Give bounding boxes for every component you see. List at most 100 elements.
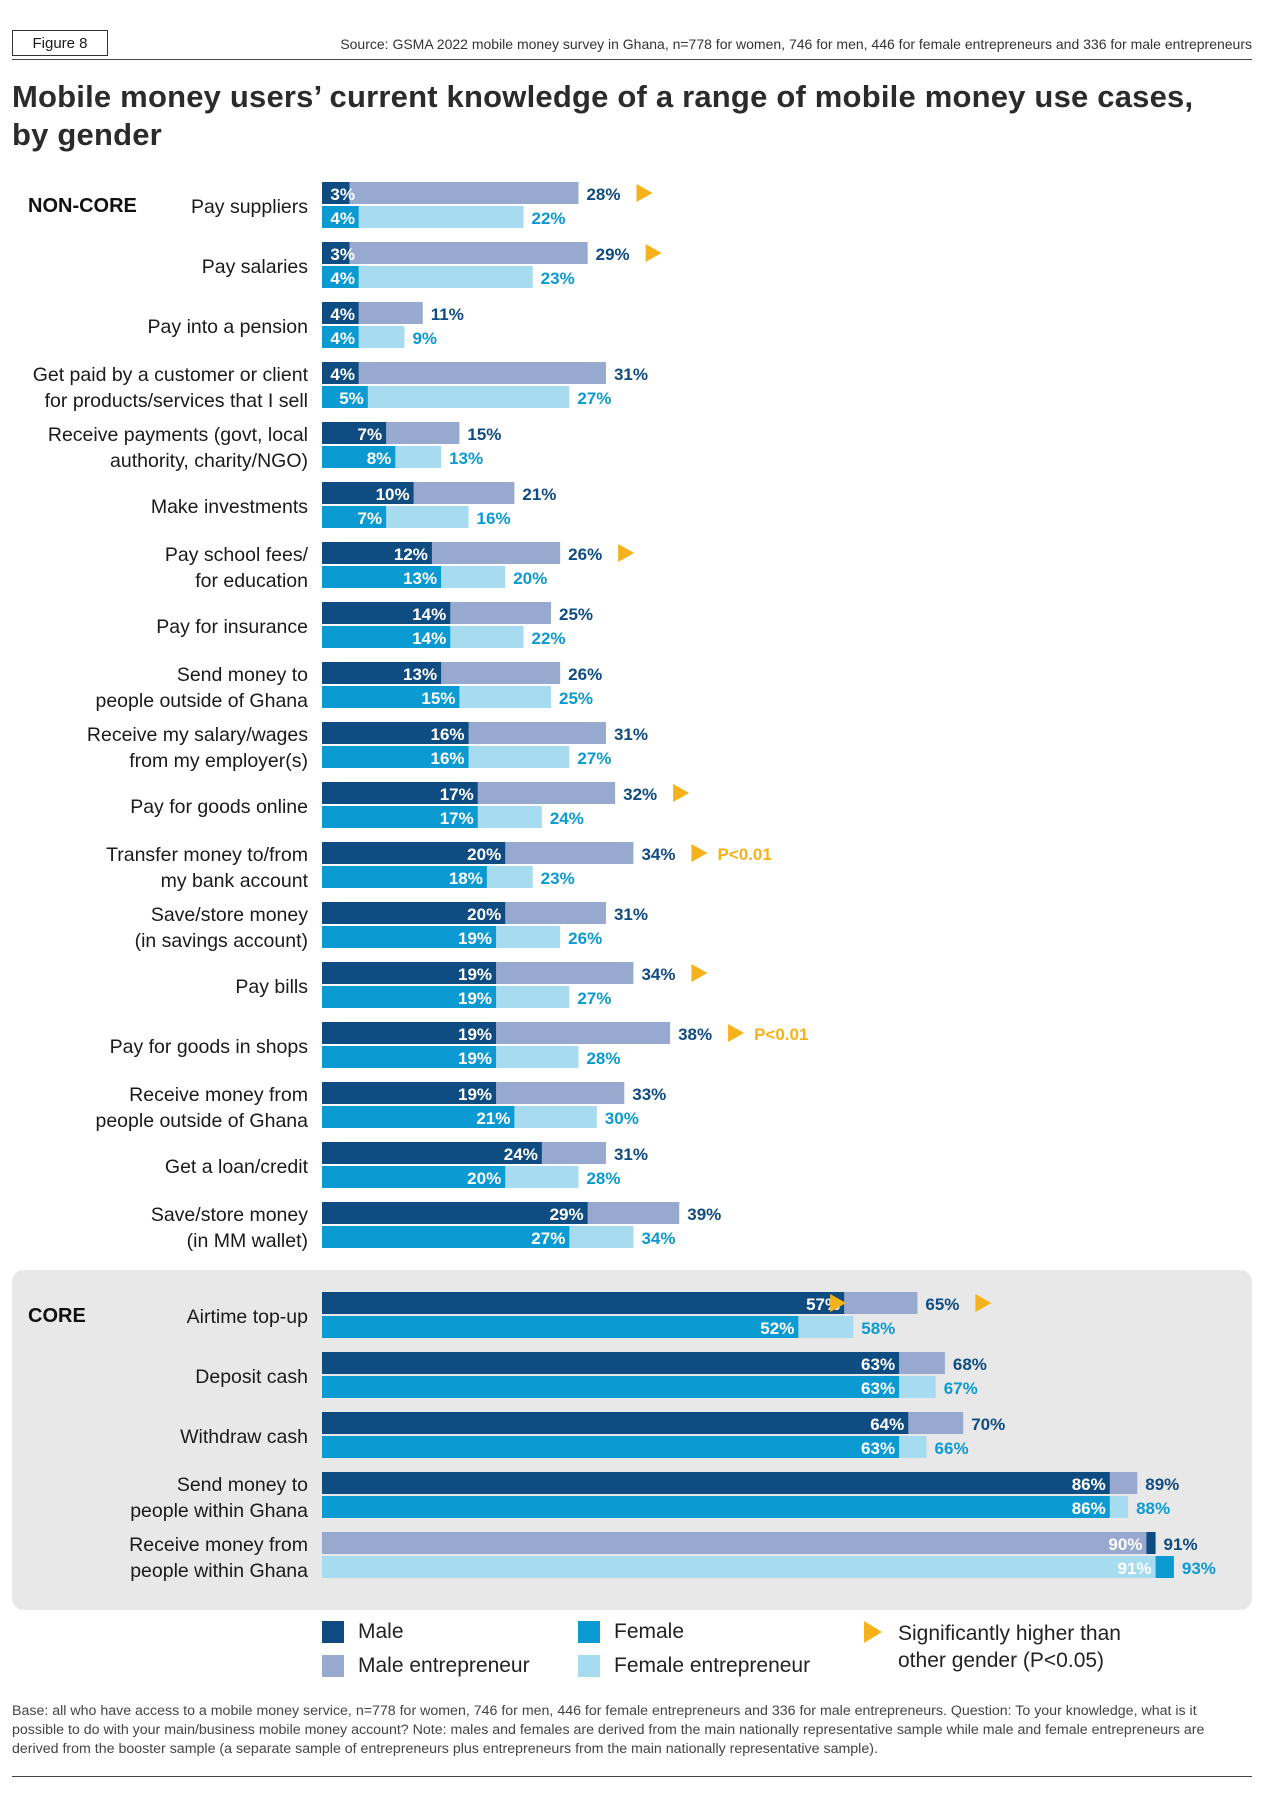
bar-female xyxy=(322,866,487,888)
value-label-inner: 24% xyxy=(504,1145,538,1164)
category-label: for products/services that I sell xyxy=(45,390,308,412)
bar-male xyxy=(322,962,497,984)
category-label: Receive payments (govt, local xyxy=(48,424,308,446)
source-note: Source: GSMA 2022 mobile money survey in… xyxy=(340,36,1252,52)
category-label: Withdraw cash xyxy=(180,1426,308,1448)
significance-marker xyxy=(728,1024,745,1042)
bar-male xyxy=(322,1022,497,1044)
value-label-inner: 27% xyxy=(531,1229,565,1248)
value-label-inner: 17% xyxy=(440,809,474,828)
value-label-outer: 38% xyxy=(678,1025,712,1044)
value-label-outer: 13% xyxy=(449,449,483,468)
value-label-outer: 28% xyxy=(586,1049,620,1068)
bar-female xyxy=(322,926,497,948)
significance-marker xyxy=(636,184,653,202)
value-label-inner: 16% xyxy=(431,725,465,744)
bar-female-entrepreneur xyxy=(322,266,533,288)
bar-female-entrepreneur xyxy=(322,1556,1156,1578)
value-label-outer: 91% xyxy=(1164,1535,1198,1554)
bar-male xyxy=(322,422,387,444)
bar-male xyxy=(322,1412,909,1434)
category-label: for education xyxy=(195,570,308,592)
value-label-inner: 8% xyxy=(367,449,392,468)
value-label-inner: 14% xyxy=(412,629,446,648)
bar-male xyxy=(322,362,359,384)
bar-male xyxy=(322,722,469,744)
value-label-inner: 19% xyxy=(458,965,492,984)
category-label: (in MM wallet) xyxy=(187,1230,308,1252)
value-label-inner: 64% xyxy=(870,1415,904,1434)
value-label-inner: 52% xyxy=(760,1319,794,1338)
value-label-inner: 19% xyxy=(458,989,492,1008)
significance-marker xyxy=(618,544,635,562)
legend: Male Male entrepreneur Female Female ent… xyxy=(0,1620,1270,1700)
value-label-inner: 5% xyxy=(339,389,364,408)
legend-female-entrepreneur-swatch xyxy=(578,1655,600,1677)
category-label: Pay salaries xyxy=(202,256,308,278)
value-label-outer: 20% xyxy=(513,569,547,588)
bar-male xyxy=(322,902,506,924)
bar-female xyxy=(322,806,478,828)
legend-male: Male xyxy=(322,1620,404,1644)
value-label-outer: 70% xyxy=(971,1415,1005,1434)
value-label-outer: 39% xyxy=(687,1205,721,1224)
category-label: Pay for insurance xyxy=(156,616,308,638)
top-rule xyxy=(12,59,1252,60)
bar-female xyxy=(322,1376,900,1398)
value-label-outer: 9% xyxy=(412,329,437,348)
value-label-outer: 31% xyxy=(614,1145,648,1164)
bar-female xyxy=(322,686,460,708)
group-label-non-core: NON-CORE xyxy=(28,195,137,217)
bar-female xyxy=(322,446,396,468)
category-label: Send money to xyxy=(177,1474,308,1496)
value-label-outer: 16% xyxy=(477,509,511,528)
bar-female xyxy=(322,626,451,648)
significance-triangle-icon xyxy=(864,1621,882,1643)
value-label-outer: 25% xyxy=(559,605,593,624)
significance-marker xyxy=(645,244,662,262)
value-label-inner: 4% xyxy=(330,269,355,288)
value-label-outer: 31% xyxy=(614,905,648,924)
significance-marker xyxy=(691,844,708,862)
value-label-inner: 21% xyxy=(476,1109,510,1128)
category-label: Receive money from xyxy=(129,1534,308,1556)
category-label: people within Ghana xyxy=(130,1500,308,1522)
bar-male-entrepreneur xyxy=(322,242,588,264)
value-label-inner: 4% xyxy=(330,305,355,324)
category-label: Get a loan/credit xyxy=(165,1156,309,1178)
figure-label: Figure 8 xyxy=(12,30,108,56)
bar-female xyxy=(322,206,359,228)
bar-male xyxy=(322,542,432,564)
category-label: Receive my salary/wages xyxy=(87,724,308,746)
value-label-inner: 15% xyxy=(421,689,455,708)
value-label-outer: 11% xyxy=(431,305,464,324)
value-label-inner: 86% xyxy=(1072,1499,1106,1518)
significance-note: P<0.01 xyxy=(754,1025,808,1044)
footnote: Base: all who have access to a mobile mo… xyxy=(12,1703,1205,1757)
bar-male xyxy=(322,1142,542,1164)
category-label: Send money to xyxy=(177,664,308,686)
category-label: Pay suppliers xyxy=(191,196,308,218)
significance-marker xyxy=(830,1294,847,1312)
value-label-outer: 21% xyxy=(522,485,556,504)
category-label: Transfer money to/from xyxy=(106,844,308,866)
value-label-inner: 63% xyxy=(861,1439,895,1458)
legend-significant-label: Significantly higher than other gender (… xyxy=(898,1622,1121,1672)
bar-male xyxy=(322,602,451,624)
value-label-outer: 34% xyxy=(641,845,675,864)
bar-male xyxy=(322,1202,588,1224)
legend-significant: Significantly higher than other gender (… xyxy=(864,1620,1164,1674)
category-label: people within Ghana xyxy=(130,1560,308,1582)
legend-male-entrepreneur-swatch xyxy=(322,1655,344,1677)
value-label-outer: 28% xyxy=(586,185,620,204)
bar-male xyxy=(322,242,350,264)
value-label-outer: 65% xyxy=(925,1295,959,1314)
value-label-outer: 31% xyxy=(614,725,648,744)
value-label-inner: 16% xyxy=(431,749,465,768)
legend-male-label: Male xyxy=(358,1620,404,1643)
category-label: Pay for goods in shops xyxy=(110,1036,309,1058)
value-label-outer: 31% xyxy=(614,365,648,384)
value-label-inner: 86% xyxy=(1072,1475,1106,1494)
value-label-inner: 90% xyxy=(1108,1535,1142,1554)
legend-female: Female xyxy=(578,1620,684,1644)
